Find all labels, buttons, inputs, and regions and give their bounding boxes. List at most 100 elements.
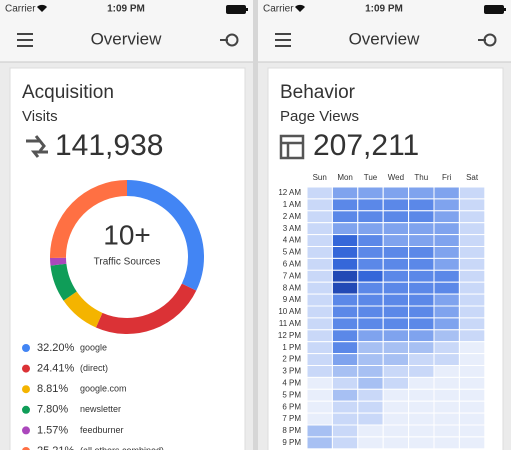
heatmap-cell (331, 388, 359, 402)
heatmap-cell (382, 305, 410, 319)
heatmap-cell (382, 317, 410, 331)
battery-tip (504, 8, 506, 11)
heatmap-cell (306, 257, 333, 271)
heatmap-cell (357, 365, 384, 378)
heatmap-cell (408, 281, 435, 295)
metric-value: 141,938 (55, 129, 163, 162)
card-title: Behavior (280, 82, 356, 103)
wifi-icon (37, 4, 47, 12)
heatmap-cell (458, 412, 486, 426)
heatmap-cell (458, 186, 486, 200)
hour-label: 9 AM (283, 295, 302, 304)
heatmap-cell (357, 246, 384, 259)
hour-label: 8 PM (282, 426, 301, 435)
legend-value: 32.20% (37, 342, 75, 354)
heatmap-cell (306, 353, 333, 367)
heatmap-cell (306, 365, 333, 378)
heatmap-cell (458, 436, 486, 450)
heatmap-cell (357, 305, 384, 319)
heatmap-cell (433, 376, 460, 390)
heatmap-cell (433, 412, 460, 426)
hour-label: 2 AM (283, 212, 302, 221)
heatmap-cell (408, 376, 435, 390)
menu-button[interactable] (275, 33, 291, 47)
heatmap-cell (408, 400, 435, 414)
heatmap-cell (306, 269, 333, 283)
hour-label: 3 PM (282, 367, 301, 376)
heatmap-cell (306, 210, 333, 224)
menu-button[interactable] (17, 33, 33, 47)
heatmap-cell (382, 412, 410, 426)
heatmap-cell (357, 269, 384, 283)
donut-segment (63, 291, 103, 328)
hour-label: 12 AM (278, 188, 301, 197)
heatmap-cell (433, 353, 460, 367)
legend-dot (22, 447, 30, 450)
menu-bar (275, 45, 291, 47)
behavior-icon-lines (281, 141, 303, 158)
heatmap-cell (408, 317, 435, 331)
refresh-button[interactable] (220, 33, 239, 47)
legend-dot (22, 344, 30, 352)
nav-title: Overview (91, 29, 163, 48)
heatmap-cell (306, 293, 333, 307)
acquisition-icon (26, 135, 48, 158)
heatmap-cell (382, 269, 410, 283)
battery-tip (246, 8, 248, 11)
heatmap-cell (433, 388, 460, 402)
heatmap-cell (382, 246, 410, 259)
heatmap-cell (382, 293, 410, 307)
heatmap-cell (433, 210, 460, 224)
donut-segment (50, 180, 128, 259)
heatmap-cell (357, 210, 384, 224)
heatmap-cell (408, 257, 435, 271)
heatmap-cell (306, 305, 333, 319)
donut-center-caption: Traffic Sources (94, 257, 161, 268)
hour-label: 4 PM (282, 378, 301, 387)
heatmap-cell (306, 329, 333, 343)
heatmap-cell (331, 353, 359, 367)
heatmap-cell (331, 424, 359, 438)
heatmap-cell (458, 329, 486, 343)
heatmap-cell (382, 329, 410, 343)
heatmap-cell (331, 365, 359, 378)
heatmap-cell (306, 412, 333, 426)
heatmap-cell (331, 376, 359, 390)
heatmap-cell (306, 424, 333, 438)
heatmap-cell (357, 376, 384, 390)
battery-icon (484, 5, 504, 14)
heatmap-cell (331, 198, 359, 212)
heatmap-cell (306, 317, 333, 331)
heatmap-cell (331, 412, 359, 426)
heatmap-cell (382, 388, 410, 402)
refresh-button[interactable] (478, 33, 497, 47)
heatmap-cell (458, 210, 486, 224)
heatmap-cell (433, 400, 460, 414)
heatmap-cell (306, 436, 333, 450)
heatmap-cell (408, 222, 435, 236)
heatmap-cell (433, 293, 460, 307)
heatmap-cell (408, 329, 435, 343)
heatmap-cell (433, 305, 460, 319)
hour-label: 6 AM (283, 259, 302, 268)
heatmap-cell (331, 341, 359, 355)
heatmap-cell (433, 222, 460, 236)
heatmap-cell (331, 305, 359, 319)
heatmap-cell (408, 424, 435, 438)
battery-icon (226, 5, 246, 14)
heatmap-cell (458, 269, 486, 283)
heatmap-cell (458, 365, 486, 378)
heatmap-cell (433, 341, 460, 355)
hour-label: 11 AM (279, 319, 301, 328)
heatmap-cell (382, 234, 410, 248)
heatmap-cell (357, 198, 384, 212)
hour-label: 12 PM (278, 331, 301, 340)
heatmap-cell (306, 388, 333, 402)
day-label: Mon (337, 173, 353, 182)
legend-name: google.com (80, 384, 127, 394)
heatmap-cell (306, 198, 333, 212)
hour-label: 5 AM (283, 248, 302, 257)
heatmap-cell (458, 246, 486, 259)
heatmap-cell (357, 281, 384, 295)
heatmap-cell (306, 246, 333, 259)
